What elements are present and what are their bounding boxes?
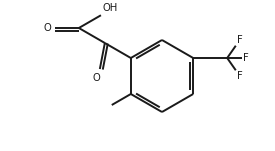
Text: O: O (93, 73, 101, 83)
Text: OH: OH (103, 3, 118, 13)
Text: O: O (43, 23, 51, 33)
Text: F: F (243, 53, 249, 63)
Text: F: F (237, 35, 243, 45)
Text: F: F (237, 71, 243, 81)
